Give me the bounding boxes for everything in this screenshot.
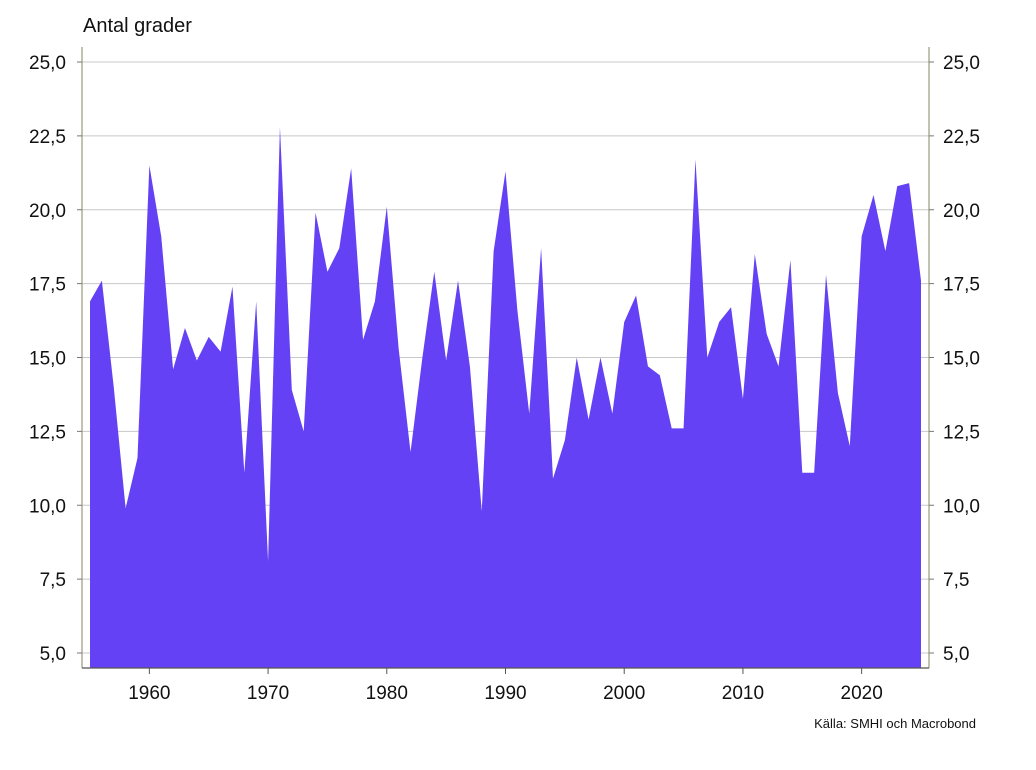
y-tick-label-right: 12,5 bbox=[943, 422, 980, 443]
x-tick-label: 1970 bbox=[247, 683, 289, 704]
y-tick-label-right: 20,0 bbox=[943, 201, 980, 222]
x-tick-label: 2000 bbox=[603, 683, 645, 704]
y-axis-left: 5,0 7,5 10,0 12,5 15,0 17,5 20,0 22,5 25,0 bbox=[29, 53, 82, 665]
y-tick-label-right: 25,0 bbox=[943, 53, 980, 74]
x-axis: 1960 1970 1980 1990 2000 2010 2020 bbox=[128, 668, 883, 704]
x-tick-label: 1980 bbox=[366, 683, 408, 704]
y-tick-label-right: 17,5 bbox=[943, 275, 980, 296]
y-tick-label-left: 10,0 bbox=[29, 496, 66, 517]
y-tick-label-left: 25,0 bbox=[29, 53, 66, 74]
y-tick-label-left: 12,5 bbox=[29, 422, 66, 443]
y-tick-label-left: 7,5 bbox=[40, 570, 66, 591]
y-tick-label-right: 7,5 bbox=[943, 570, 969, 591]
y-tick-label-right: 22,5 bbox=[943, 127, 980, 148]
y-axis-unit-label: Antal grader bbox=[83, 15, 192, 37]
y-tick-label-right: 10,0 bbox=[943, 496, 980, 517]
y-tick-label-left: 5,0 bbox=[40, 644, 66, 665]
y-tick-label-left: 15,0 bbox=[29, 349, 66, 370]
y-tick-label-left: 17,5 bbox=[29, 275, 66, 296]
area-series bbox=[90, 127, 921, 668]
y-axis-right: 5,0 7,5 10,0 12,5 15,0 17,5 20,0 22,5 25,0 bbox=[929, 53, 980, 665]
y-tick-label-left: 22,5 bbox=[29, 127, 66, 148]
y-tick-label-right: 15,0 bbox=[943, 349, 980, 370]
x-tick-label: 1990 bbox=[484, 683, 526, 704]
source-note: Källa: SMHI och Macrobond bbox=[814, 716, 976, 731]
x-tick-label: 1960 bbox=[128, 683, 170, 704]
x-tick-label: 2020 bbox=[841, 683, 883, 704]
x-tick-label: 2010 bbox=[722, 683, 764, 704]
y-tick-label-right: 5,0 bbox=[943, 644, 969, 665]
y-tick-label-left: 20,0 bbox=[29, 201, 66, 222]
